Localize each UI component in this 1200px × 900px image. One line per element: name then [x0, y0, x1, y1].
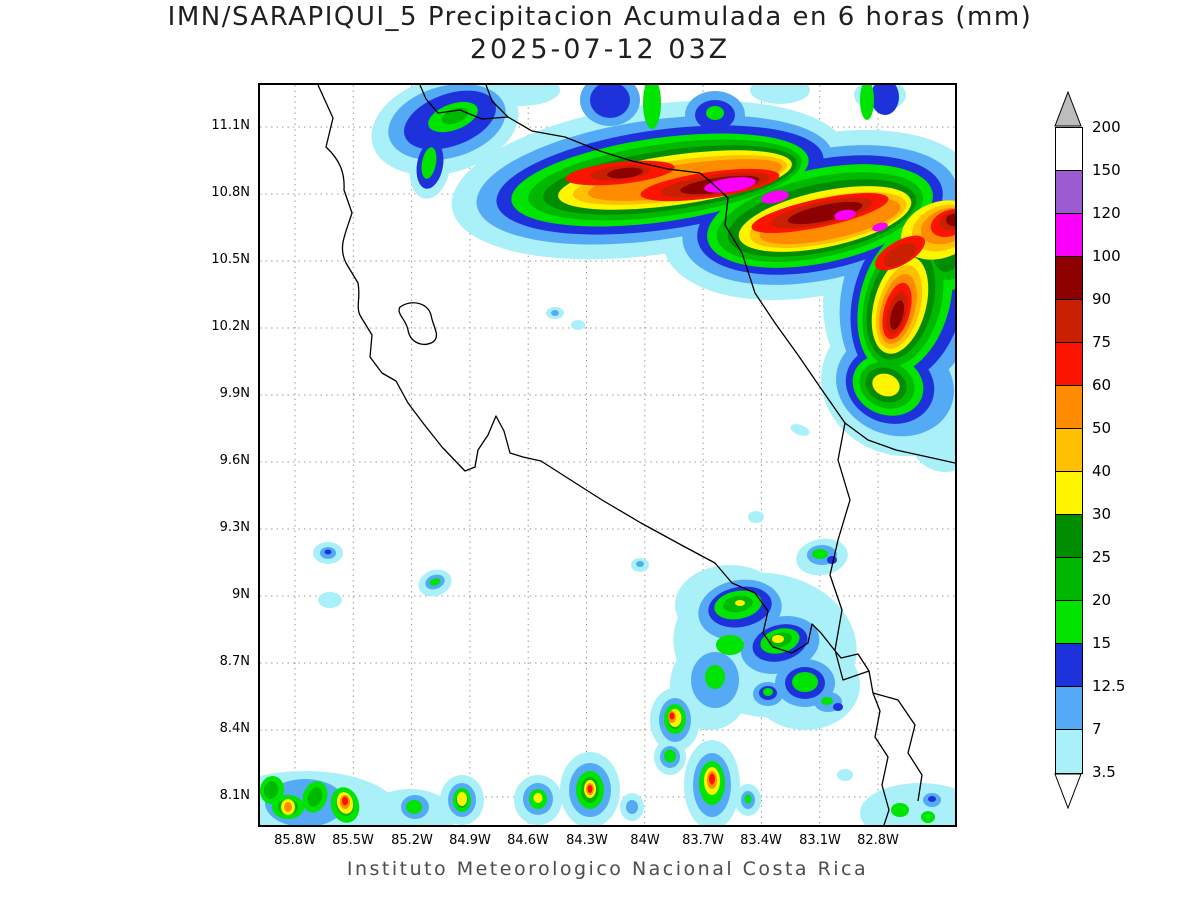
- lon-tick-label: 85.2W: [391, 833, 433, 848]
- coastline-pacific: [317, 85, 890, 825]
- colorbar-band: [1056, 300, 1082, 343]
- lat-tick-label: 10.5N: [211, 252, 250, 267]
- footer-credit: Instituto Meteorologico Nacional Costa R…: [346, 858, 869, 880]
- colorbar-band: [1056, 644, 1082, 687]
- lon-tick-label: 84.6W: [507, 833, 549, 848]
- colorbar-bands: [1055, 127, 1083, 774]
- colorbar-level-label: 3.5: [1092, 763, 1116, 781]
- colorbar-band: [1056, 386, 1082, 429]
- colorbar-level-label: 12.5: [1092, 677, 1126, 695]
- colorbar-band: [1056, 171, 1082, 214]
- lon-tick-label: 83.4W: [740, 833, 782, 848]
- lon-tick-label: 84.3W: [566, 833, 608, 848]
- page-title: IMN/SARAPIQUI_5 Precipitacion Acumulada …: [167, 2, 1033, 32]
- colorbar-level-label: 90: [1092, 290, 1112, 308]
- colorbar-level-label: 25: [1092, 548, 1112, 566]
- lat-tick-label: 9.6N: [219, 453, 250, 468]
- gulf-of-nicoya-lagoon: [398, 302, 438, 345]
- page-subtitle: 2025-07-12 03Z: [469, 34, 731, 65]
- lat-tick-label: 8.7N: [219, 654, 250, 669]
- map-plot-area: [258, 83, 957, 827]
- lon-tick-label: 84W: [630, 833, 660, 848]
- lat-tick-label: 10.8N: [211, 185, 250, 200]
- under-arrow-shape: [1054, 773, 1082, 809]
- coastline-caribbean: [699, 172, 955, 464]
- precip-band-100-120: [704, 177, 888, 232]
- over-arrow-shape: [1054, 91, 1082, 127]
- colorbar-level-label: 50: [1092, 419, 1112, 437]
- colorbar-level-label: 40: [1092, 462, 1112, 480]
- colorbar-level-label: 15: [1092, 634, 1112, 652]
- colorbar-band: [1056, 515, 1082, 558]
- grid-lines: [260, 85, 955, 825]
- colorbar-band: [1056, 472, 1082, 515]
- lat-tick-label: 10.2N: [211, 319, 250, 334]
- colorbar-band: [1056, 601, 1082, 644]
- border-panama: [829, 422, 870, 681]
- colorbar-level-label: 20: [1092, 591, 1112, 609]
- colorbar-band: [1056, 128, 1082, 171]
- colorbar-level-label: 7: [1092, 720, 1102, 738]
- lat-tick-label: 8.1N: [219, 788, 250, 803]
- lat-tick-label: 9.3N: [219, 520, 250, 535]
- lon-tick-label: 82.8W: [857, 833, 899, 848]
- lat-tick-label: 11.1N: [211, 118, 250, 133]
- lon-tick-label: 85.5W: [332, 833, 374, 848]
- colorbar-level-label: 75: [1092, 333, 1112, 351]
- colorbar-level-label: 100: [1092, 247, 1121, 265]
- colorbar-under-arrow: [1054, 773, 1082, 809]
- precipitation-map: [260, 85, 955, 825]
- colorbar-band: [1056, 558, 1082, 601]
- lon-tick-label: 83.1W: [799, 833, 841, 848]
- colorbar-over-arrow: [1054, 91, 1082, 127]
- colorbar-level-label: 150: [1092, 161, 1121, 179]
- lat-tick-label: 9N: [232, 587, 250, 602]
- colorbar-band: [1056, 687, 1082, 730]
- colorbar-level-label: 200: [1092, 118, 1121, 136]
- colorbar-level-label: 60: [1092, 376, 1112, 394]
- lon-tick-label: 83.7W: [682, 833, 724, 848]
- colorbar-band: [1056, 214, 1082, 257]
- colorbar-level-label: 120: [1092, 204, 1121, 222]
- lon-tick-label: 84.9W: [449, 833, 491, 848]
- lat-tick-label: 9.9N: [219, 386, 250, 401]
- colorbar-band: [1056, 343, 1082, 386]
- coastlines: [317, 85, 955, 825]
- lon-tick-label: 85.8W: [274, 833, 316, 848]
- lat-tick-label: 8.4N: [219, 721, 250, 736]
- colorbar-band: [1056, 429, 1082, 472]
- coastline-panama: [872, 692, 923, 802]
- colorbar-level-label: 30: [1092, 505, 1112, 523]
- colorbar-band: [1056, 257, 1082, 300]
- border-nicaragua: [419, 85, 701, 174]
- colorbar-band: [1056, 730, 1082, 773]
